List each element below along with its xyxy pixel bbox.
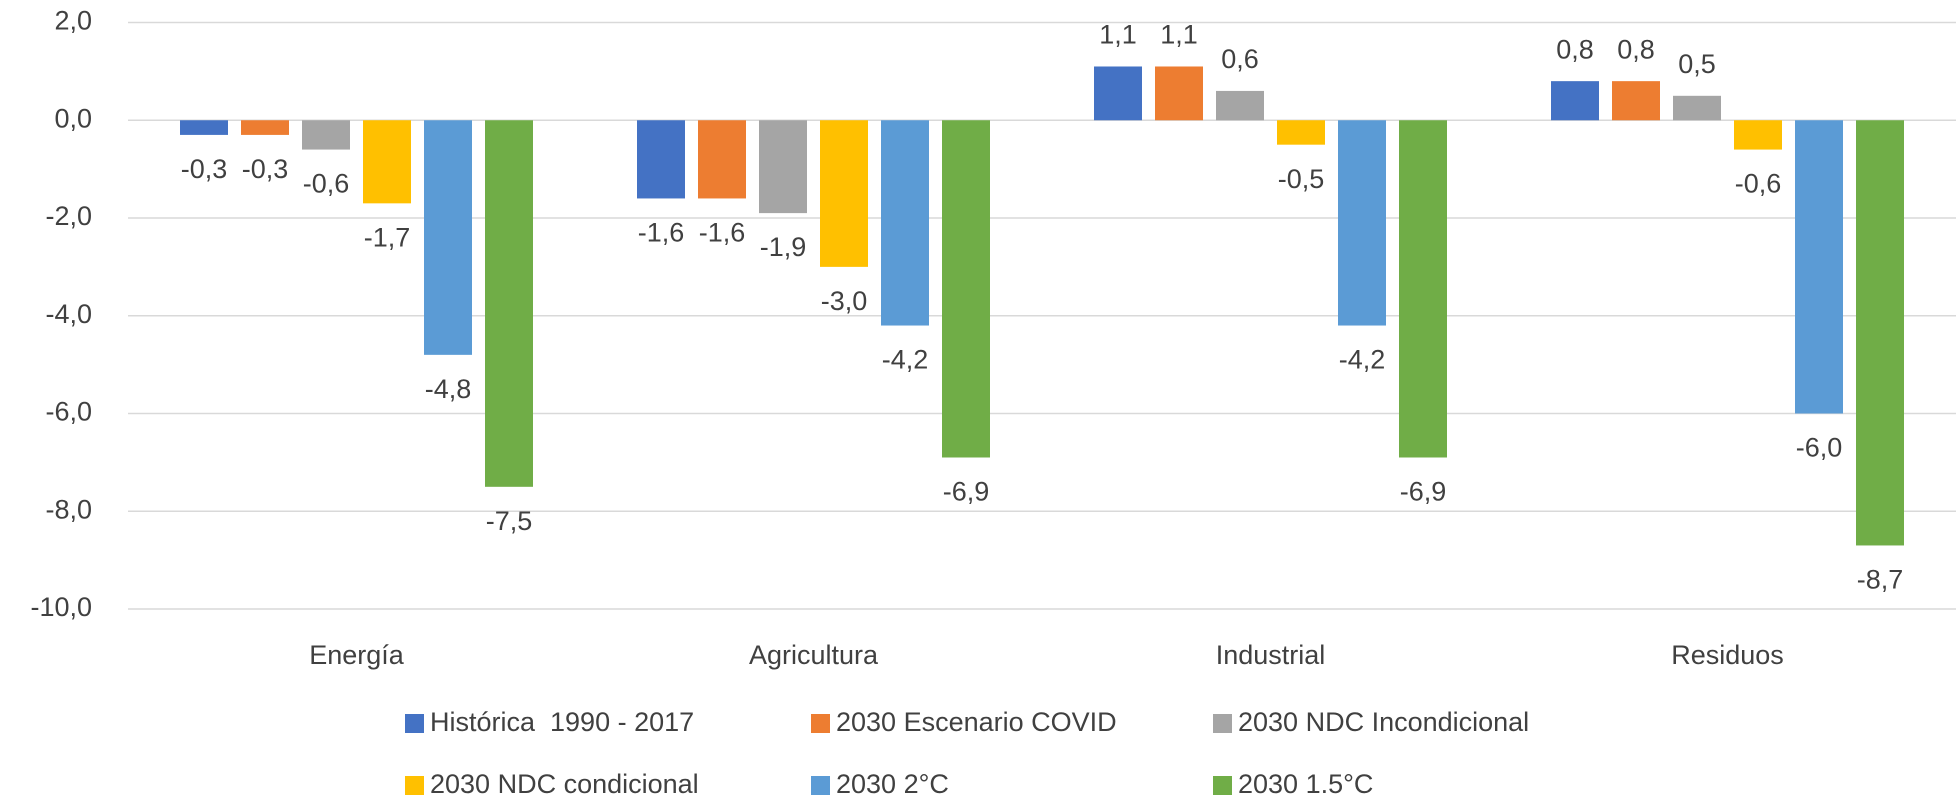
bar [1795,120,1843,414]
legend-label: 2030 2°C [836,769,949,799]
bar [637,120,685,199]
legend-swatch [1213,714,1232,733]
bar [698,120,746,199]
bar [1856,120,1904,546]
x-tick-label: Agricultura [749,640,879,670]
bar [363,120,411,204]
legend-swatch [405,776,424,795]
data-label: -7,5 [486,506,533,536]
legend-swatch [811,776,830,795]
bar [1673,95,1721,121]
bar [1338,120,1386,326]
data-label: -6,9 [943,477,990,507]
bar [1094,66,1142,121]
legend-label: 2030 NDC condicional [430,769,699,799]
x-tick-label: Industrial [1216,640,1326,670]
data-label: -4,2 [882,345,929,375]
bar [942,120,990,458]
legend-swatch [1213,776,1232,795]
bar [1216,90,1264,121]
data-label: -6,9 [1400,477,1447,507]
y-tick-label: -4,0 [45,299,92,329]
data-label: 1,1 [1099,20,1137,50]
bar [1612,81,1660,121]
bar [180,120,228,135]
data-label: 0,8 [1556,34,1594,64]
data-label: -0,3 [181,154,228,184]
data-label: -0,6 [1735,169,1782,199]
bar [1155,66,1203,121]
bar [820,120,868,267]
bar [241,120,289,135]
x-tick-label: Residuos [1671,640,1784,670]
data-label: -0,6 [303,169,350,199]
data-label: -3,0 [821,286,868,316]
bar [1734,120,1782,150]
legend-label: 2030 NDC Incondicional [1238,707,1529,737]
data-label: 0,5 [1678,49,1716,79]
data-label: 1,1 [1160,20,1198,50]
data-label: -8,7 [1857,565,1904,595]
y-tick-label: -8,0 [45,494,92,524]
legend-swatch [811,714,830,733]
bar [424,120,472,355]
data-label: 0,8 [1617,34,1655,64]
data-label: -6,0 [1796,433,1843,463]
data-label: -1,9 [760,232,807,262]
legend-label: Histórica 1990 - 2017 [430,707,694,737]
data-label: -4,2 [1339,345,1386,375]
bar [302,120,350,150]
data-label: -4,8 [425,374,472,404]
bar [1551,81,1599,121]
bar [881,120,929,326]
y-tick-label: 0,0 [54,103,92,133]
y-tick-label: 2,0 [54,6,92,36]
bar [1399,120,1447,458]
bar [1277,120,1325,145]
data-label: -1,7 [364,222,411,252]
y-tick-label: -6,0 [45,397,92,427]
data-label: 0,6 [1221,44,1259,74]
legend-label: 2030 Escenario COVID [836,707,1117,737]
legend-swatch [405,714,424,733]
data-label: -1,6 [638,218,685,248]
data-label: -0,5 [1278,164,1325,194]
bar [759,120,807,214]
y-tick-label: -2,0 [45,201,92,231]
y-tick-label: -10,0 [30,592,92,622]
data-label: -1,6 [699,218,746,248]
legend-label: 2030 1.5°C [1238,769,1373,799]
x-tick-label: Energía [309,640,405,670]
data-label: -0,3 [242,154,289,184]
bar [485,120,533,487]
